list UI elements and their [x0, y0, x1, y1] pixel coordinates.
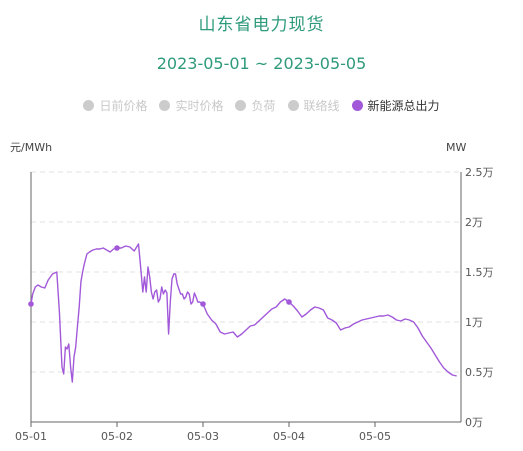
- chart-legend: 日前价格 实时价格 负荷 联络线 新能源总出力: [0, 97, 523, 114]
- series-point: [200, 301, 206, 307]
- legend-label: 日前价格: [99, 99, 148, 113]
- x-tick-label: 05-02: [101, 430, 133, 443]
- chart-subtitle: 2023-05-01 ~ 2023-05-05: [156, 54, 367, 73]
- y-tick-label: 1.5万: [465, 266, 494, 279]
- legend-item-renewable-output[interactable]: 新能源总出力: [351, 97, 440, 114]
- legend-dot-icon: [287, 100, 299, 111]
- legend-label: 实时价格: [175, 99, 224, 113]
- series-point: [28, 301, 34, 307]
- series-line: [30, 243, 457, 383]
- y-tick-label: 2万: [465, 216, 483, 229]
- left-axis-unit: 元/MWh: [10, 141, 52, 154]
- x-tick-label: 05-01: [15, 430, 47, 443]
- legend-item-load[interactable]: 负荷: [235, 97, 276, 114]
- legend-item-tie-line[interactable]: 联络线: [287, 97, 340, 114]
- y-tick-label: 1万: [465, 316, 483, 329]
- legend-label: 联络线: [303, 99, 340, 113]
- series-point: [114, 245, 120, 251]
- x-tick-label: 05-03: [187, 430, 219, 443]
- legend-dot-icon: [235, 100, 247, 111]
- y-tick-label: 2.5万: [465, 166, 494, 179]
- legend-label: 新能源总出力: [367, 99, 440, 113]
- legend-label: 负荷: [251, 99, 276, 113]
- right-axis-unit: MW: [446, 141, 466, 154]
- x-tick-label: 05-05: [359, 430, 391, 443]
- legend-item-day-ahead-price[interactable]: 日前价格: [83, 97, 147, 114]
- legend-dot-icon: [159, 100, 171, 111]
- y-tick-label: 0万: [465, 416, 483, 429]
- series-point: [286, 299, 292, 305]
- legend-dot-icon: [351, 100, 363, 111]
- legend-dot-icon: [83, 100, 95, 111]
- chart-title: 山东省电力现货: [198, 15, 325, 35]
- y-tick-label: 0.5万: [465, 366, 494, 379]
- x-tick-label: 05-04: [273, 430, 305, 443]
- legend-item-real-time-price[interactable]: 实时价格: [159, 97, 223, 114]
